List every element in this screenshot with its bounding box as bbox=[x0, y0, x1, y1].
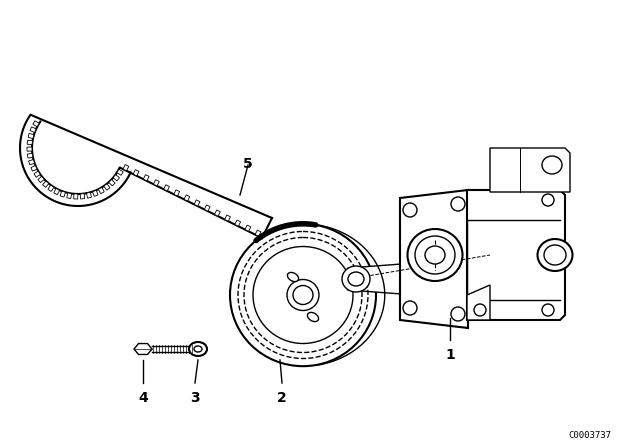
Polygon shape bbox=[99, 187, 104, 194]
Ellipse shape bbox=[287, 272, 299, 282]
Ellipse shape bbox=[542, 194, 554, 206]
Polygon shape bbox=[174, 190, 180, 196]
Ellipse shape bbox=[415, 236, 455, 274]
Ellipse shape bbox=[293, 285, 313, 305]
Ellipse shape bbox=[189, 342, 207, 356]
Text: C0003737: C0003737 bbox=[568, 431, 611, 439]
Polygon shape bbox=[93, 190, 98, 196]
Ellipse shape bbox=[451, 307, 465, 321]
Polygon shape bbox=[33, 121, 39, 127]
Ellipse shape bbox=[307, 312, 319, 322]
Ellipse shape bbox=[403, 301, 417, 315]
Polygon shape bbox=[164, 185, 170, 191]
Ellipse shape bbox=[474, 304, 486, 316]
Polygon shape bbox=[154, 180, 159, 186]
Polygon shape bbox=[245, 225, 251, 231]
Polygon shape bbox=[225, 215, 230, 221]
Ellipse shape bbox=[403, 203, 417, 217]
Text: 4: 4 bbox=[138, 391, 148, 405]
Polygon shape bbox=[31, 165, 37, 171]
Polygon shape bbox=[80, 194, 84, 199]
Polygon shape bbox=[143, 175, 149, 181]
Ellipse shape bbox=[287, 280, 319, 310]
Polygon shape bbox=[42, 181, 49, 187]
Ellipse shape bbox=[538, 239, 573, 271]
Ellipse shape bbox=[544, 245, 566, 265]
Polygon shape bbox=[133, 170, 139, 176]
Polygon shape bbox=[54, 189, 60, 195]
Polygon shape bbox=[348, 263, 415, 295]
Polygon shape bbox=[113, 175, 120, 181]
Polygon shape bbox=[67, 193, 72, 198]
Polygon shape bbox=[214, 210, 220, 216]
Polygon shape bbox=[30, 127, 36, 133]
Polygon shape bbox=[204, 205, 210, 211]
Polygon shape bbox=[28, 134, 34, 138]
Polygon shape bbox=[74, 194, 78, 199]
Ellipse shape bbox=[542, 304, 554, 316]
Ellipse shape bbox=[194, 346, 202, 352]
Polygon shape bbox=[28, 153, 33, 158]
Polygon shape bbox=[86, 192, 92, 198]
Polygon shape bbox=[34, 171, 40, 177]
Polygon shape bbox=[104, 184, 110, 190]
Ellipse shape bbox=[348, 272, 364, 286]
Polygon shape bbox=[235, 220, 241, 226]
Text: 2: 2 bbox=[277, 391, 287, 405]
Text: 5: 5 bbox=[243, 157, 253, 171]
Polygon shape bbox=[467, 285, 490, 320]
Polygon shape bbox=[48, 185, 54, 191]
Polygon shape bbox=[255, 230, 261, 237]
Polygon shape bbox=[184, 195, 190, 201]
Polygon shape bbox=[27, 147, 32, 151]
Polygon shape bbox=[400, 190, 468, 328]
Polygon shape bbox=[109, 180, 115, 186]
Ellipse shape bbox=[425, 246, 445, 264]
Polygon shape bbox=[194, 200, 200, 206]
Ellipse shape bbox=[342, 266, 370, 292]
Ellipse shape bbox=[542, 156, 562, 174]
Polygon shape bbox=[60, 191, 65, 197]
Text: 1: 1 bbox=[445, 348, 455, 362]
Polygon shape bbox=[123, 164, 129, 171]
Polygon shape bbox=[27, 140, 33, 145]
Ellipse shape bbox=[230, 224, 376, 366]
Polygon shape bbox=[117, 169, 123, 175]
Polygon shape bbox=[490, 148, 570, 192]
Polygon shape bbox=[134, 344, 152, 354]
Ellipse shape bbox=[408, 229, 463, 281]
Polygon shape bbox=[467, 190, 565, 320]
Polygon shape bbox=[38, 177, 44, 183]
Polygon shape bbox=[20, 115, 272, 238]
Ellipse shape bbox=[451, 197, 465, 211]
Text: 3: 3 bbox=[190, 391, 200, 405]
Polygon shape bbox=[29, 159, 35, 165]
